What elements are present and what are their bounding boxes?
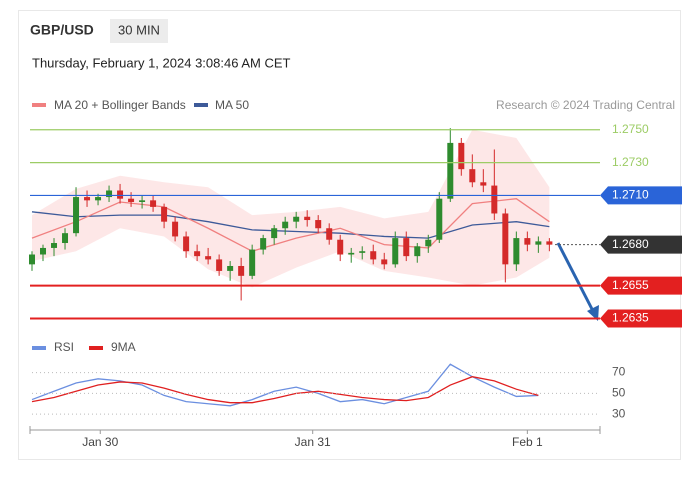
subtitle: Thursday, February 1, 2024 3:08:46 AM CE… xyxy=(32,55,291,70)
y-tick-label: 30 xyxy=(612,406,626,420)
candle-body xyxy=(293,216,300,222)
candle-body xyxy=(524,238,531,245)
y-tick-label: 50 xyxy=(612,386,626,400)
candle-body xyxy=(546,241,553,245)
candle-body xyxy=(315,220,322,229)
candle-body xyxy=(95,197,102,201)
candle-body xyxy=(73,197,80,234)
ma50-line xyxy=(31,211,550,239)
candle-body xyxy=(458,142,465,170)
candle-body xyxy=(480,182,487,186)
candle-body xyxy=(513,238,520,265)
candle-body xyxy=(414,246,421,257)
candle-body xyxy=(205,256,212,260)
projection-arrow xyxy=(556,242,596,314)
candle-body xyxy=(161,206,168,222)
plot xyxy=(29,128,553,407)
candle-body xyxy=(491,185,498,214)
candle-body xyxy=(128,198,135,202)
candle-body xyxy=(249,249,256,276)
rsi-line xyxy=(31,363,539,407)
candle-body xyxy=(359,251,366,253)
candle-body xyxy=(227,265,234,271)
candle-body xyxy=(392,238,399,265)
candle-body xyxy=(238,265,245,276)
legend-swatch xyxy=(32,103,46,107)
candle-body xyxy=(469,169,476,183)
candle-body xyxy=(282,221,289,229)
candle-body xyxy=(117,190,124,199)
candle-body xyxy=(62,233,69,244)
legend-swatch xyxy=(89,346,103,350)
y-tick-label: 70 xyxy=(612,365,626,379)
level-label: 1.2655 xyxy=(612,278,649,292)
level-box xyxy=(600,309,682,328)
candle-body xyxy=(381,259,388,265)
candle-body xyxy=(216,259,223,271)
candle-body xyxy=(326,228,333,240)
candle-body xyxy=(139,200,146,202)
x-tick-label: Feb 1 xyxy=(512,435,543,449)
timeframe-badge xyxy=(110,19,168,43)
candle-body xyxy=(84,197,91,201)
level-label: 1.2750 xyxy=(612,122,649,136)
candle-body xyxy=(40,247,47,255)
x-tick-label: Jan 30 xyxy=(82,435,118,449)
x-tick-label: Jan 31 xyxy=(295,435,331,449)
legend-swatch xyxy=(194,103,208,107)
level-label: 1.2680 xyxy=(612,237,649,251)
level-label: 1.2730 xyxy=(612,155,649,169)
legend-label: RSI xyxy=(54,340,74,354)
level-label: 1.2635 xyxy=(612,311,649,325)
legend-label: MA 50 xyxy=(215,98,249,112)
candle-body xyxy=(183,236,190,252)
candle-body xyxy=(425,239,432,247)
candle-body xyxy=(337,239,344,255)
credit: Research © 2024 Trading Central xyxy=(496,98,675,112)
candle-body xyxy=(447,142,454,199)
projection-arrow-head xyxy=(587,305,599,321)
candle-body xyxy=(260,238,267,250)
candle-body xyxy=(502,213,509,265)
candle-body xyxy=(403,238,410,257)
candle-body xyxy=(106,190,113,198)
symbol: GBP/USD xyxy=(30,22,94,38)
legend-label: 9MA xyxy=(111,340,136,354)
rsi-line xyxy=(31,376,539,404)
candle-body xyxy=(150,200,157,207)
legend-label: MA 20 + Bollinger Bands xyxy=(54,98,186,112)
candle-body xyxy=(436,198,443,240)
level-box xyxy=(600,186,682,205)
level-box xyxy=(600,235,682,254)
candle-body xyxy=(194,251,201,257)
candle-body xyxy=(51,243,58,248)
level-box xyxy=(600,276,682,295)
candle-body xyxy=(370,251,377,260)
candle-body xyxy=(304,216,311,221)
candle-body xyxy=(535,241,542,245)
legend-swatch xyxy=(32,346,46,350)
candle-body xyxy=(172,221,179,237)
candle-body xyxy=(271,228,278,239)
timeframe: 30 MIN xyxy=(118,22,160,37)
level-label: 1.2710 xyxy=(612,188,649,202)
candle-body xyxy=(348,252,355,255)
candle-body xyxy=(29,254,35,265)
